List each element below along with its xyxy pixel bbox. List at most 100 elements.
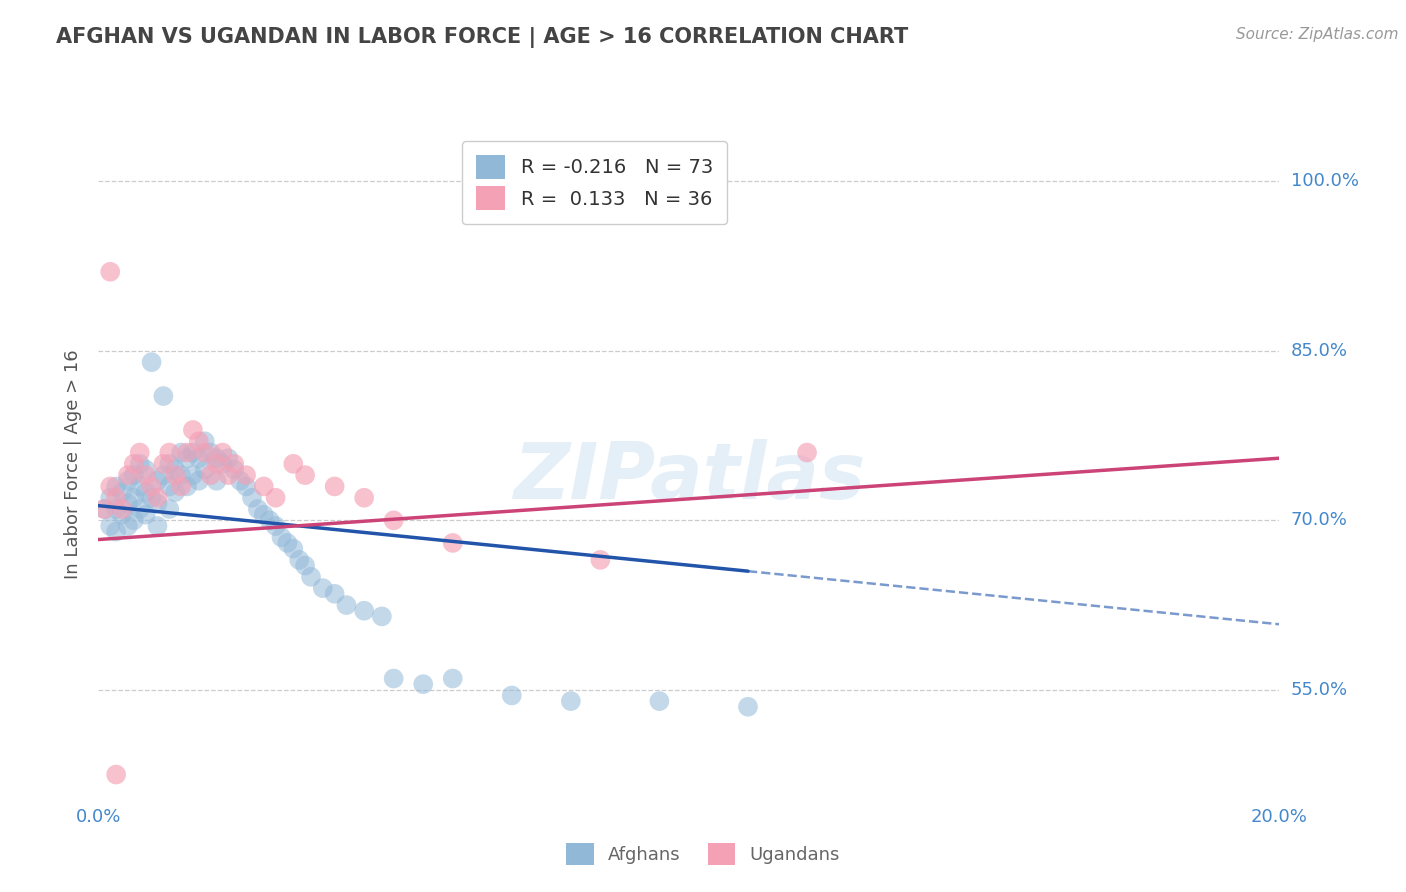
Point [294, 468, 316, 483]
Point [441, 672, 464, 686]
Point [117, 468, 139, 483]
Point [217, 451, 239, 466]
Point [111, 508, 134, 522]
Point [152, 389, 174, 403]
Point [157, 502, 180, 516]
Point [157, 457, 180, 471]
Point [122, 491, 145, 505]
Text: 55.0%: 55.0% [1291, 681, 1348, 698]
Point [117, 496, 139, 510]
Point [176, 451, 198, 466]
Point [135, 485, 157, 500]
Point [224, 462, 246, 476]
Point [312, 581, 335, 595]
Point [200, 468, 222, 483]
Point [141, 491, 163, 505]
Point [194, 434, 217, 449]
Point [128, 502, 150, 516]
Point [105, 479, 128, 493]
Point [165, 468, 187, 483]
Point [200, 445, 222, 459]
Point [105, 767, 128, 781]
Point [270, 530, 292, 544]
Point [205, 474, 228, 488]
Text: Source: ZipAtlas.com: Source: ZipAtlas.com [1236, 27, 1399, 42]
Point [181, 423, 204, 437]
Point [283, 457, 305, 471]
Legend: R = -0.216   N = 73, R =  0.133   N = 36: R = -0.216 N = 73, R = 0.133 N = 36 [463, 141, 727, 224]
Point [93, 502, 115, 516]
Point [371, 609, 394, 624]
Point [235, 468, 257, 483]
Point [253, 508, 276, 522]
Point [253, 479, 276, 493]
Point [152, 468, 174, 483]
Point [98, 519, 121, 533]
Point [105, 502, 128, 516]
Point [141, 479, 163, 493]
Text: 85.0%: 85.0% [1291, 342, 1347, 359]
Point [560, 694, 582, 708]
Point [105, 491, 128, 505]
Point [135, 468, 157, 483]
Point [194, 462, 217, 476]
Point [501, 689, 523, 703]
Point [128, 457, 150, 471]
Text: 100.0%: 100.0% [1291, 172, 1358, 190]
Point [135, 462, 157, 476]
Point [264, 519, 287, 533]
Point [146, 491, 169, 505]
Point [181, 445, 204, 459]
Point [128, 479, 150, 493]
Point [276, 536, 298, 550]
Point [135, 508, 157, 522]
Point [111, 485, 134, 500]
Point [194, 445, 217, 459]
Point [170, 479, 193, 493]
Point [382, 672, 405, 686]
Point [93, 502, 115, 516]
Point [796, 445, 818, 459]
Point [117, 474, 139, 488]
Point [165, 485, 187, 500]
Point [176, 445, 198, 459]
Point [283, 541, 305, 556]
Point [323, 587, 346, 601]
Point [122, 468, 145, 483]
Point [205, 457, 228, 471]
Legend: Afghans, Ugandans: Afghans, Ugandans [557, 834, 849, 874]
Point [146, 519, 169, 533]
Point [205, 451, 228, 466]
Point [187, 451, 209, 466]
Point [122, 457, 145, 471]
Point [146, 496, 169, 510]
Point [170, 445, 193, 459]
Point [224, 457, 246, 471]
Point [353, 491, 375, 505]
Point [211, 457, 233, 471]
Point [165, 462, 187, 476]
Point [170, 468, 193, 483]
Point [181, 468, 204, 483]
Point [235, 479, 257, 493]
Text: AFGHAN VS UGANDAN IN LABOR FORCE | AGE > 16 CORRELATION CHART: AFGHAN VS UGANDAN IN LABOR FORCE | AGE >… [56, 27, 908, 48]
Point [240, 491, 263, 505]
Point [264, 491, 287, 505]
Point [176, 479, 198, 493]
Point [737, 699, 759, 714]
Point [157, 479, 180, 493]
Text: ZIPatlas: ZIPatlas [513, 440, 865, 516]
Point [98, 479, 121, 493]
Point [187, 474, 209, 488]
Point [589, 553, 612, 567]
Point [229, 474, 252, 488]
Point [335, 598, 357, 612]
Point [412, 677, 434, 691]
Point [122, 513, 145, 527]
Text: 70.0%: 70.0% [1291, 511, 1347, 529]
Point [648, 694, 671, 708]
Point [323, 479, 346, 493]
Point [299, 570, 322, 584]
Point [117, 519, 139, 533]
Point [441, 536, 464, 550]
